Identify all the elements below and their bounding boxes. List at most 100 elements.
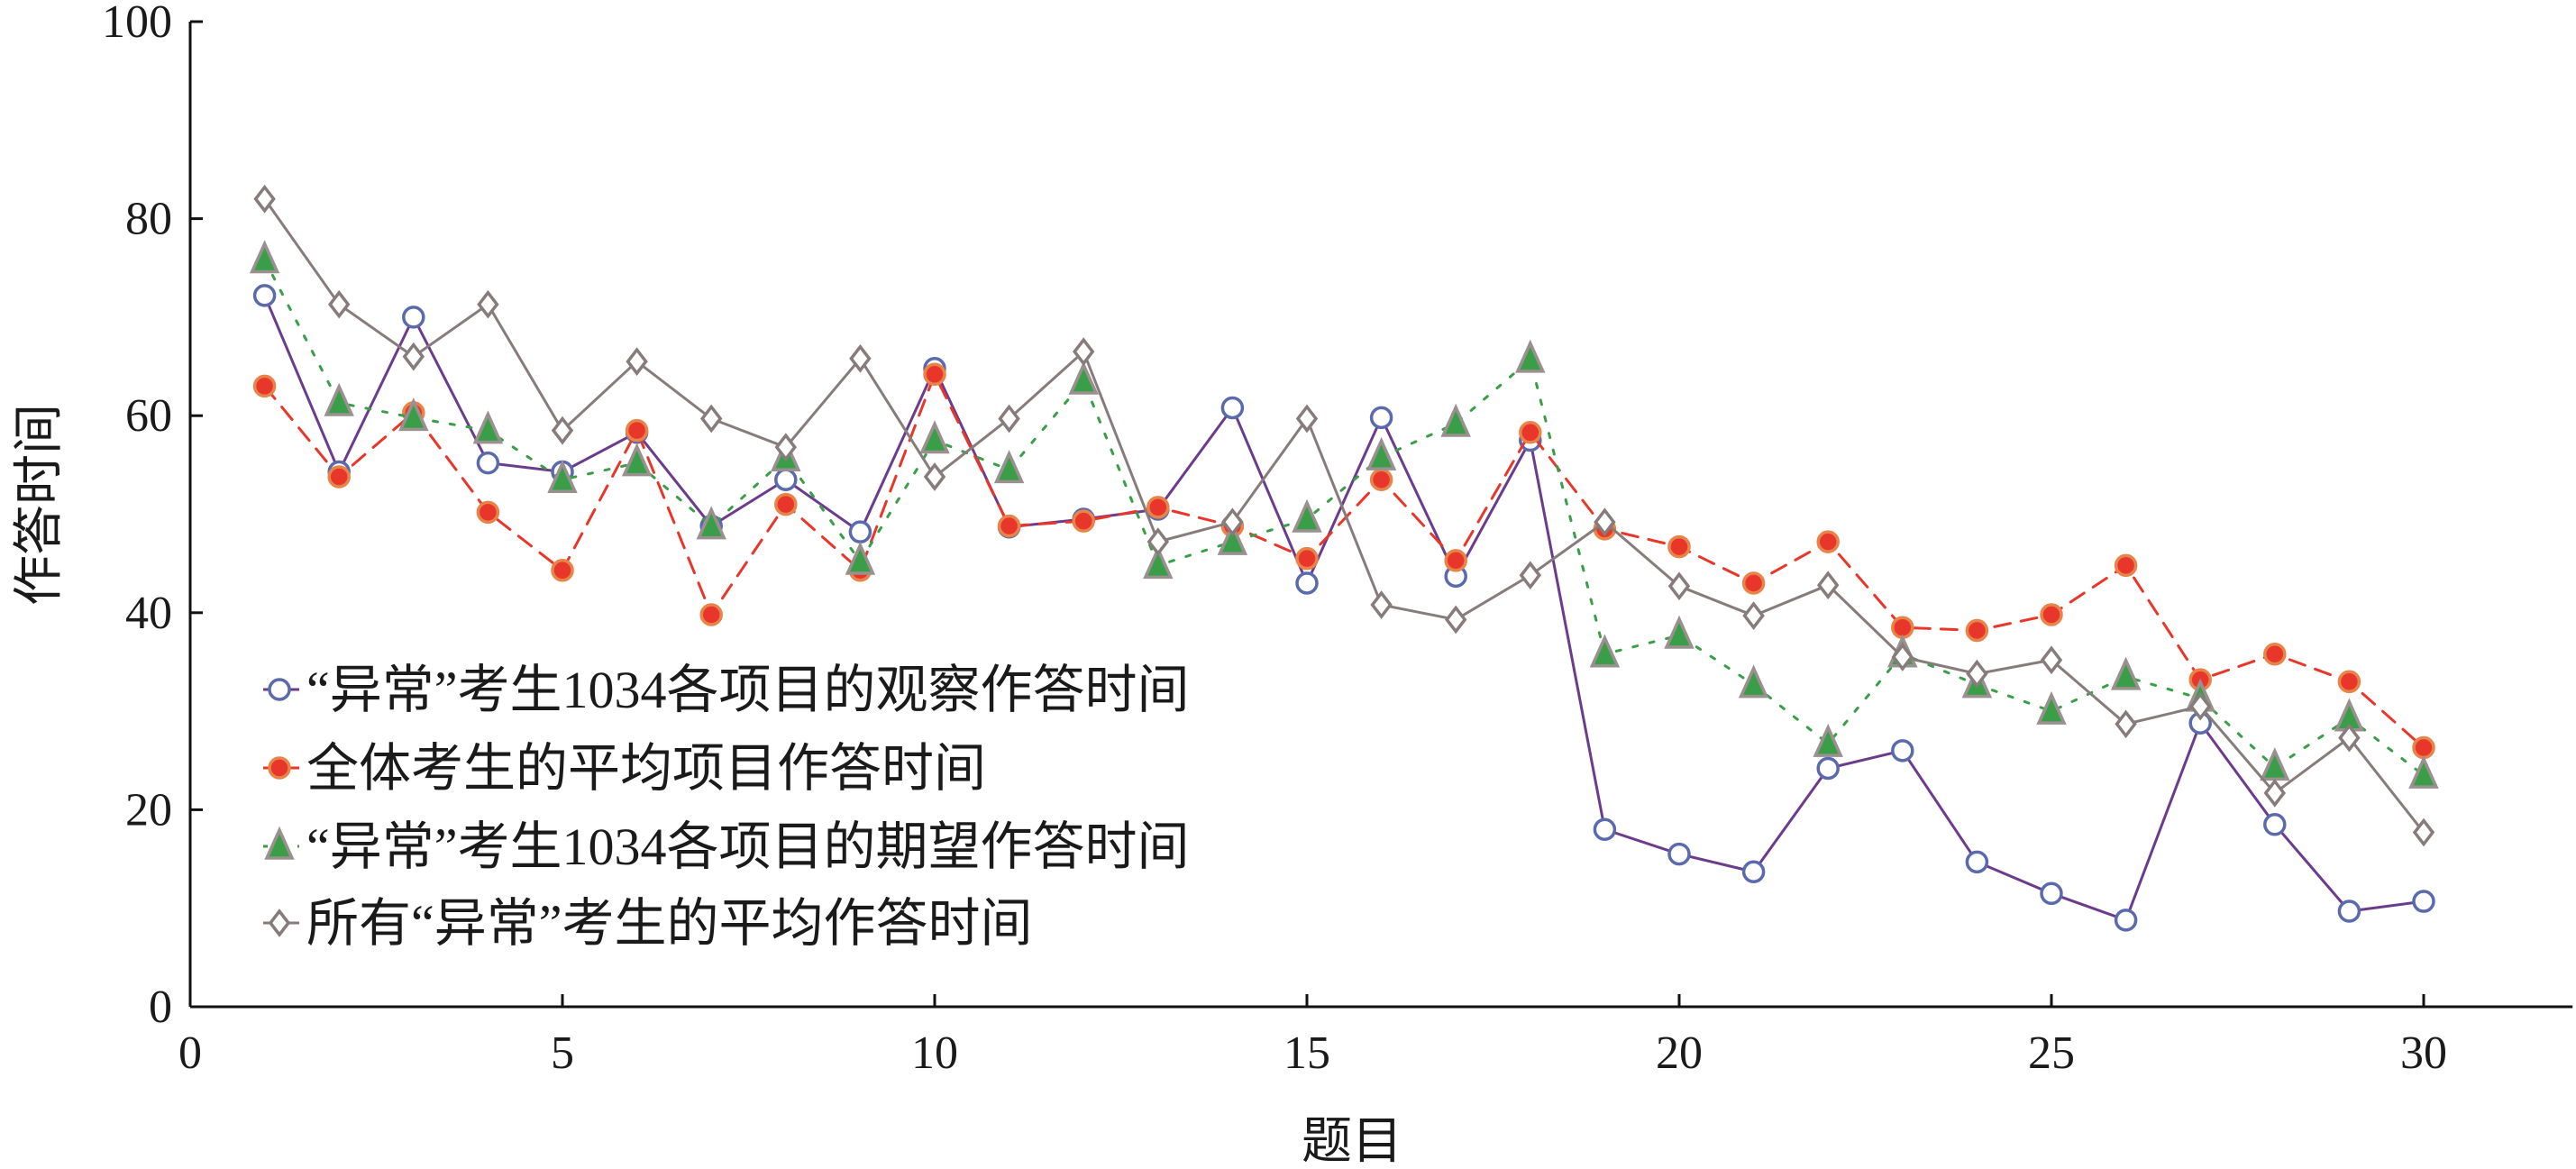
data-point [2188, 691, 2212, 721]
data-point [625, 418, 649, 443]
legend-marker [268, 909, 291, 937]
data-point [1664, 615, 1694, 649]
data-point [2263, 778, 2287, 808]
data-point [1741, 571, 1766, 595]
legend-item: 全体考生的平均项目作答时间 [263, 739, 986, 798]
data-point [476, 500, 500, 525]
x-tick-label: 5 [551, 1027, 574, 1079]
data-point [472, 410, 504, 444]
data-point [621, 443, 653, 477]
data-point [923, 462, 946, 491]
data-point [1515, 339, 1546, 373]
series-line [263, 370, 2425, 750]
data-point [1369, 406, 1393, 430]
data-point [1143, 545, 1174, 580]
data-point [252, 284, 277, 307]
legend-marker [268, 678, 291, 701]
data-point [2040, 881, 2063, 906]
data-point [2036, 690, 2067, 725]
legend-item: “异常”考生1034各项目的观察作答时间 [263, 661, 1190, 719]
data-point [476, 451, 500, 475]
data-point [249, 240, 280, 274]
legend-item: “异常”考生1034各项目的期望作答时间 [263, 817, 1190, 876]
data-point [2260, 747, 2290, 781]
data-point [2040, 645, 2063, 675]
data-point [1589, 634, 1621, 668]
y-axis-label: 作答时间 [12, 404, 68, 606]
y-tick-label: 80 [125, 194, 172, 245]
data-point [1738, 664, 1769, 699]
data-point [1816, 571, 1840, 600]
data-point [2412, 735, 2435, 760]
data-point [398, 397, 429, 432]
data-point [1146, 496, 1170, 519]
data-point [699, 404, 723, 434]
y-tick-label: 20 [125, 784, 172, 836]
data-point [1593, 817, 1617, 842]
data-point [1594, 507, 1616, 537]
data-point [1146, 527, 1170, 556]
data-point [849, 343, 872, 373]
series-line [263, 294, 2425, 922]
data-point [1741, 860, 1766, 884]
data-point [1444, 605, 1467, 635]
data-point [1295, 546, 1319, 571]
x-tick-label: 0 [178, 1027, 202, 1079]
x-tick-label: 25 [2028, 1027, 2075, 1079]
data-point [2412, 890, 2435, 913]
data-point [1072, 509, 1095, 533]
data-point [1220, 396, 1245, 420]
data-point [1068, 361, 1099, 395]
series-line [263, 259, 2425, 777]
y-tick-label: 100 [102, 0, 172, 48]
data-point [252, 374, 277, 398]
series-4 [253, 184, 2435, 847]
data-point [2337, 670, 2361, 694]
data-point [1816, 530, 1840, 553]
data-point [1440, 403, 1471, 437]
data-point [848, 520, 872, 543]
data-point [1667, 571, 1691, 601]
data-point [1891, 643, 1914, 671]
data-point [547, 459, 578, 493]
y-tick-label: 60 [125, 390, 172, 442]
x-tick-label: 30 [2400, 1027, 2447, 1079]
data-point [477, 289, 499, 319]
axes: 0 5 10 15 20 25 30 0 20 40 60 80 100 [102, 0, 2573, 1079]
data-point [1292, 498, 1322, 533]
data-point [2337, 900, 2361, 923]
data-point [1295, 404, 1319, 434]
data-point [1891, 739, 1914, 763]
data-point [402, 306, 425, 329]
y-tick-label: 40 [125, 588, 172, 639]
data-point [2115, 709, 2137, 739]
data-point [1369, 468, 1393, 491]
series-2 [252, 362, 2435, 760]
data-point [1221, 507, 1244, 537]
legend-marker [268, 756, 291, 780]
data-point [2114, 909, 2138, 932]
data-point [919, 420, 950, 454]
data-point [1816, 756, 1840, 781]
data-point [2040, 603, 2063, 626]
data-point [1667, 534, 1691, 559]
data-point [1965, 618, 1989, 643]
data-point [327, 289, 351, 319]
legend-label: 全体考生的平均项目作答时间 [306, 739, 986, 798]
data-point [402, 342, 425, 371]
data-point [845, 541, 876, 575]
y-tick-label: 0 [149, 982, 172, 1033]
data-point [2263, 642, 2287, 666]
x-tick-label: 10 [911, 1027, 958, 1079]
legend-label: “异常”考生1034各项目的观察作答时间 [306, 661, 1190, 719]
data-point [324, 382, 354, 416]
data-point [923, 362, 946, 387]
legend-label: 所有“异常”考生的平均作答时间 [306, 894, 1033, 953]
data-point [1072, 337, 1095, 367]
data-point [993, 450, 1025, 484]
data-point [997, 514, 1021, 538]
data-point [2110, 656, 2142, 690]
series-group [249, 184, 2439, 932]
data-point [774, 468, 798, 491]
x-axis-label: 题目 [1302, 1114, 1402, 1169]
